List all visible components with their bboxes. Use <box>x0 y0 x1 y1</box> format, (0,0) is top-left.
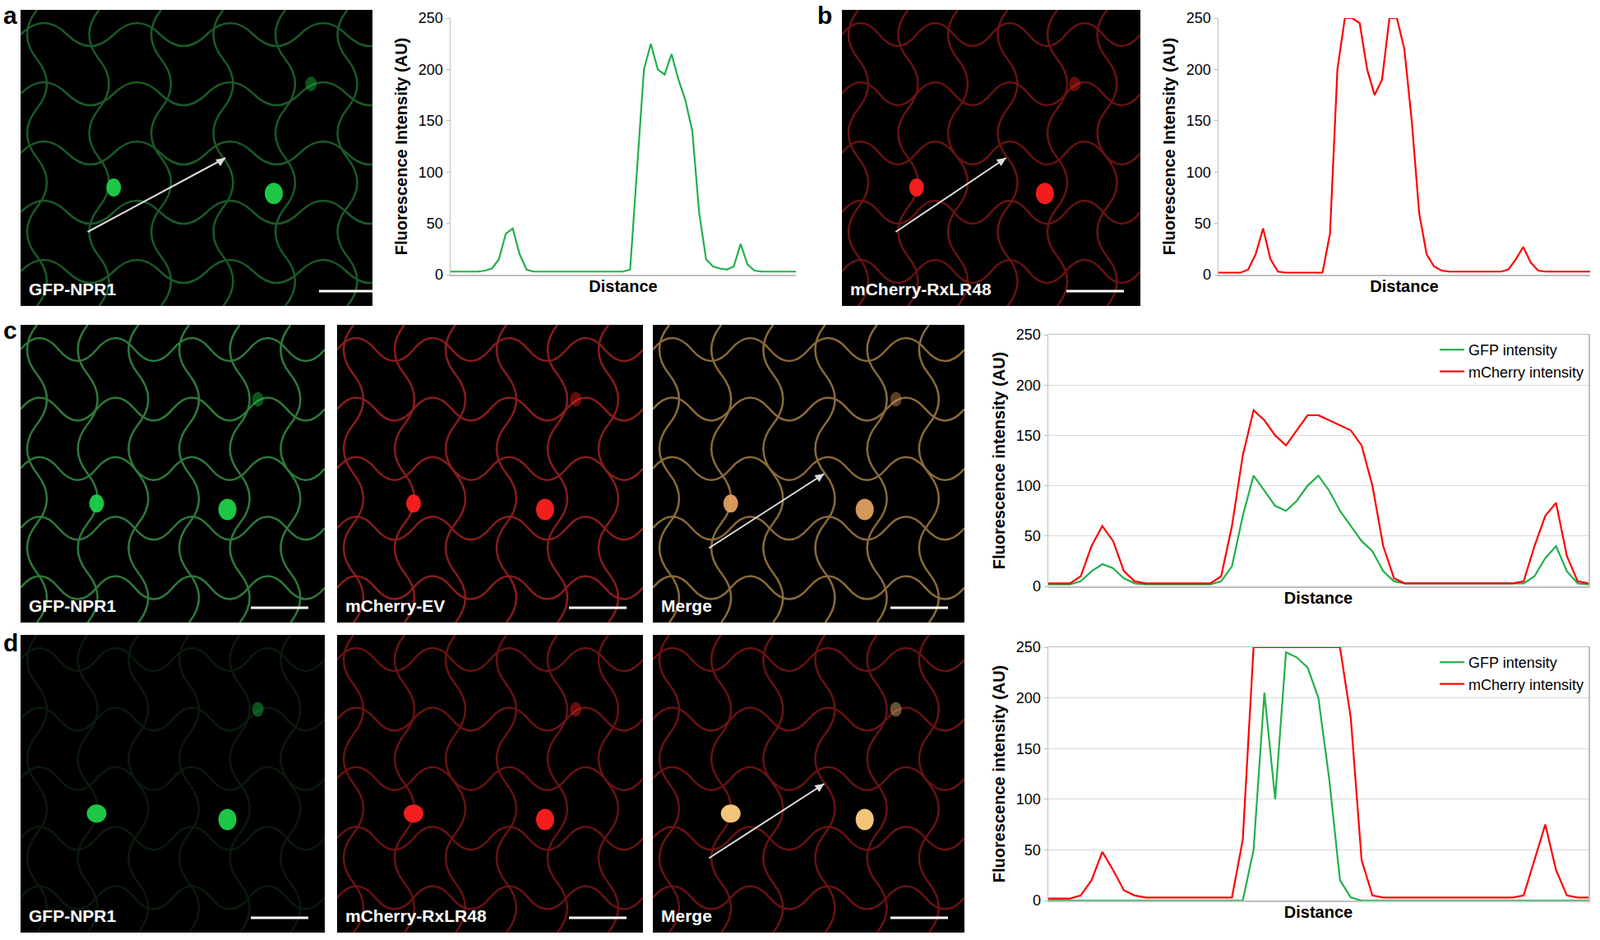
html-text:Merge: Merge <box>661 596 712 616</box>
svg-text:Distance: Distance <box>588 277 657 296</box>
svg-text:Distance: Distance <box>1284 588 1353 607</box>
svg-text:Distance: Distance <box>1369 277 1439 296</box>
html-text:c: c <box>3 316 18 344</box>
svg-text:Distance: Distance <box>1284 902 1353 921</box>
svg-text:150: 150 <box>1016 740 1041 758</box>
svg-text:50: 50 <box>1194 215 1212 232</box>
html-text:mCherry-RxLR48: mCherry-RxLR48 <box>850 279 992 299</box>
svg-text:100: 100 <box>1186 164 1212 181</box>
html-text:b: b <box>817 1 833 29</box>
svg-text:150: 150 <box>1016 427 1041 444</box>
svg-text:0: 0 <box>1202 266 1212 283</box>
svg-text:Fluorescence Intensity (AU): Fluorescence Intensity (AU) <box>1160 37 1179 256</box>
svg-text:50: 50 <box>1024 841 1041 859</box>
svg-text:0: 0 <box>1032 578 1041 595</box>
svg-text:50: 50 <box>1024 527 1041 545</box>
svg-text:150: 150 <box>418 112 444 130</box>
svg-text:200: 200 <box>1016 689 1041 707</box>
html-text:mCherry-EV: mCherry-EV <box>345 596 446 616</box>
svg-text:200: 200 <box>1016 377 1041 394</box>
svg-text:50: 50 <box>426 215 444 232</box>
svg-text:250: 250 <box>1016 326 1041 343</box>
svg-text:100: 100 <box>418 164 444 181</box>
html-text:mCherry-RxLR48: mCherry-RxLR48 <box>345 906 487 925</box>
svg-text:0: 0 <box>1032 892 1041 909</box>
svg-text:Fluorescence Intensity (AU): Fluorescence Intensity (AU) <box>392 37 411 256</box>
html-text:GFP-NPR1: GFP-NPR1 <box>28 906 117 925</box>
html-text:Merge: Merge <box>661 906 712 925</box>
svg-text:200: 200 <box>1186 61 1212 79</box>
svg-text:100: 100 <box>1016 477 1041 495</box>
svg-text:100: 100 <box>1016 790 1041 808</box>
svg-text:250: 250 <box>418 9 444 27</box>
svg-text:GFP intensity: GFP intensity <box>1468 342 1558 359</box>
svg-text:0: 0 <box>434 266 444 283</box>
svg-text:200: 200 <box>418 61 444 79</box>
svg-text:Fluorescence intensity (AU): Fluorescence intensity (AU) <box>989 351 1009 570</box>
html-text:a: a <box>3 1 18 29</box>
html-text:GFP-NPR1: GFP-NPR1 <box>28 279 117 299</box>
html-text:d: d <box>3 628 19 657</box>
svg-text:150: 150 <box>1186 112 1212 130</box>
svg-text:250: 250 <box>1186 9 1212 27</box>
svg-text:250: 250 <box>1016 638 1041 656</box>
svg-text:mCherry intensity: mCherry intensity <box>1468 364 1584 381</box>
svg-text:Fluorescence intensity (AU): Fluorescence intensity (AU) <box>989 665 1009 884</box>
svg-text:GFP intensity: GFP intensity <box>1468 654 1558 671</box>
svg-text:mCherry intensity: mCherry intensity <box>1468 676 1584 694</box>
html-text:GFP-NPR1: GFP-NPR1 <box>28 596 117 616</box>
